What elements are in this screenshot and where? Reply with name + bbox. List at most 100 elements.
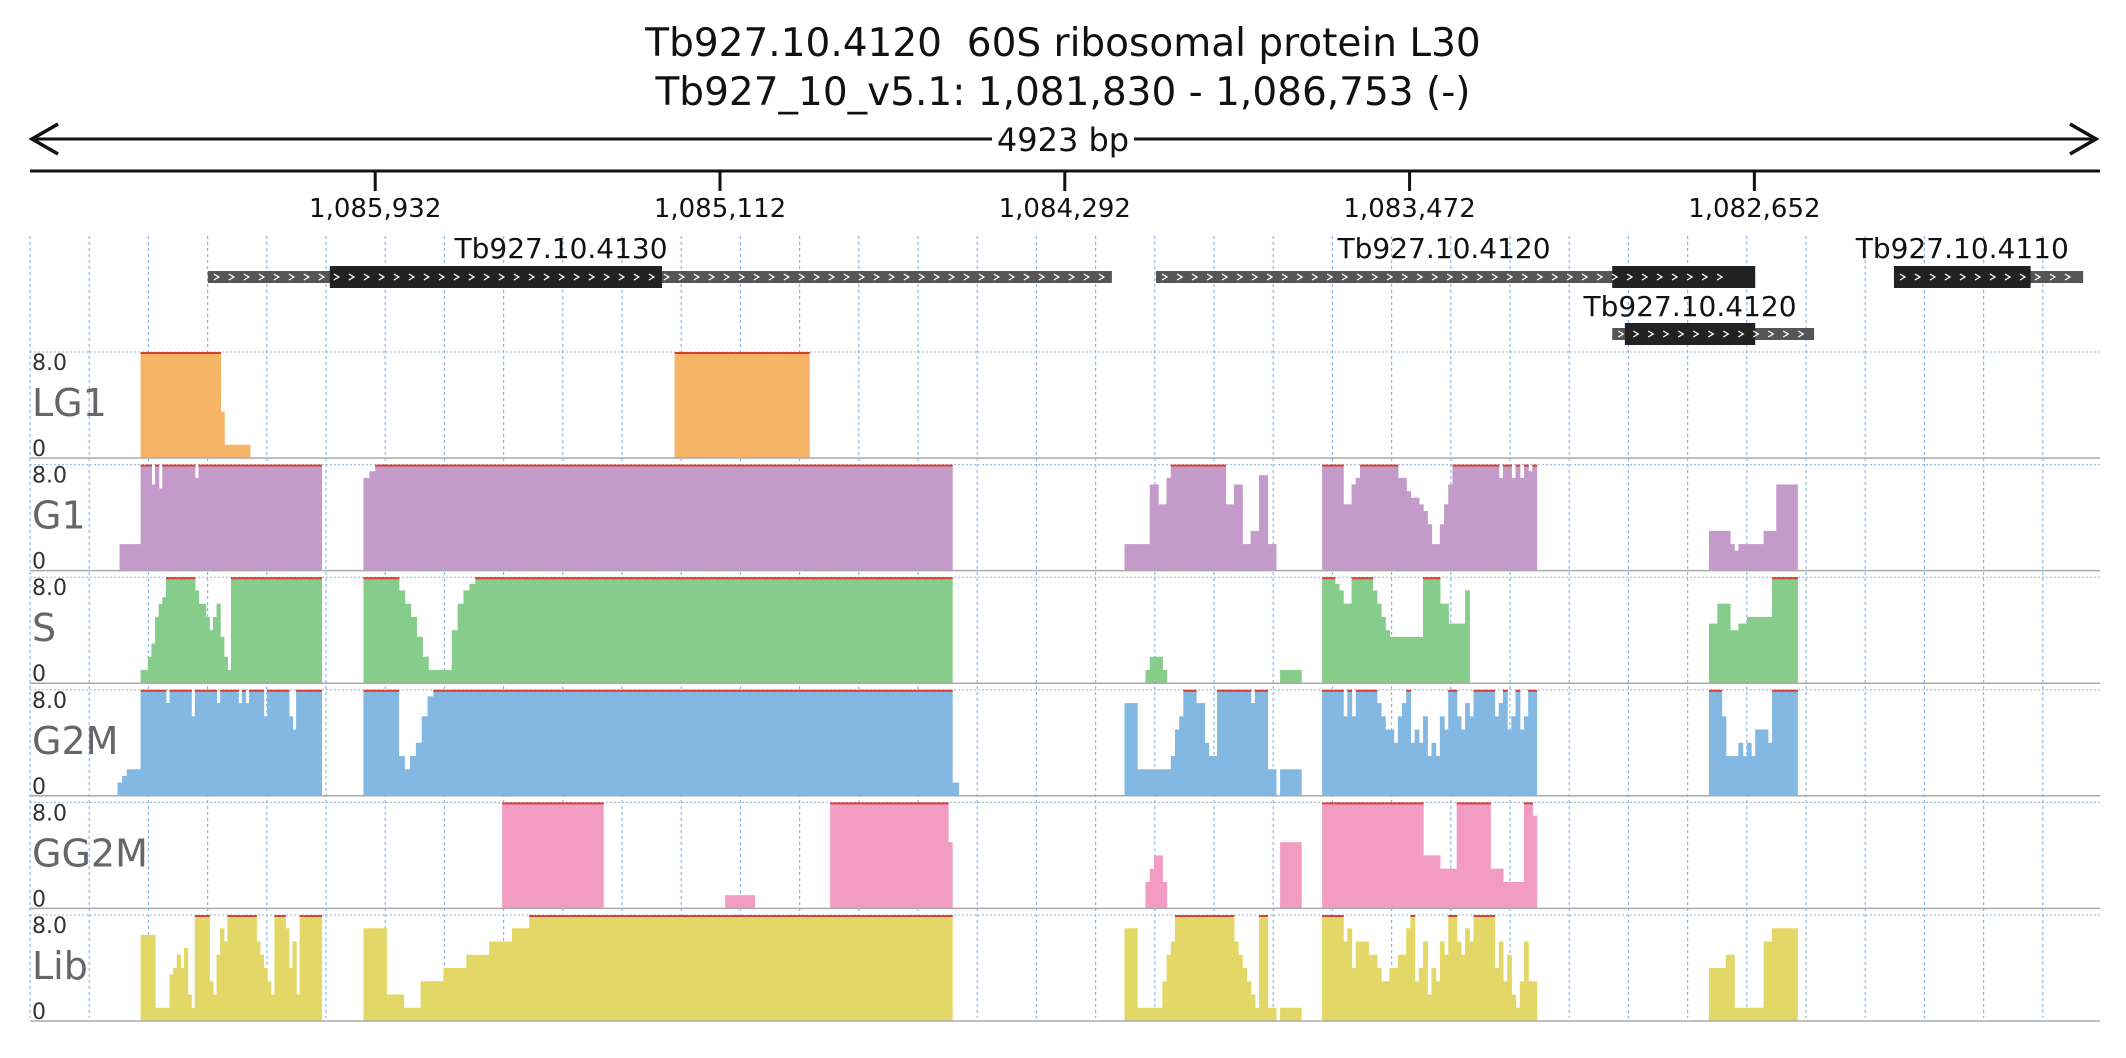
y-min-label: 0 — [32, 550, 46, 575]
coverage-bar — [1259, 689, 1264, 796]
coverage-bar — [497, 689, 504, 796]
strand-arrow — [333, 273, 341, 281]
clip-marker — [1238, 689, 1243, 692]
coverage-bar — [1385, 802, 1390, 909]
clip-marker — [569, 577, 576, 580]
clip-marker — [187, 577, 192, 580]
coverage-bar — [1162, 981, 1168, 1021]
coverage-bar — [140, 689, 145, 796]
coverage-bar — [1755, 544, 1761, 571]
coverage-bar — [1725, 530, 1731, 571]
strand-arrow — [243, 273, 251, 281]
clip-marker — [1187, 689, 1193, 692]
clip-marker — [708, 352, 716, 354]
y-min-label: 0 — [32, 1000, 46, 1025]
y-min-label: 0 — [32, 775, 46, 800]
coverage-bar — [834, 577, 841, 684]
coverage-bar — [1456, 941, 1462, 1021]
coverage-bar — [634, 464, 641, 571]
coverage-bar — [415, 742, 423, 796]
coverage-bar — [1238, 484, 1243, 571]
clip-marker — [870, 802, 876, 805]
clip-marker — [1200, 464, 1205, 467]
coverage-bar — [1402, 477, 1407, 571]
coverage-bar — [718, 689, 726, 796]
clip-marker — [594, 802, 600, 805]
coverage-bar — [456, 689, 464, 796]
coverage-bar — [797, 915, 805, 1021]
coverage-bar — [946, 915, 953, 1021]
coverage-bar — [475, 464, 482, 571]
coverage-bar — [1515, 1007, 1521, 1021]
coverage-bar — [392, 577, 400, 684]
coverage-bar — [1772, 530, 1777, 571]
coverage-bar — [200, 352, 206, 458]
strand-arrow — [1416, 273, 1424, 281]
coverage-bar — [781, 464, 788, 571]
coverage-bar — [574, 915, 582, 1021]
coverage-bar — [234, 689, 239, 796]
clip-marker — [296, 464, 301, 467]
coverage-bar — [230, 689, 236, 796]
clip-marker — [857, 464, 865, 467]
clip-marker — [1784, 577, 1790, 580]
coverage-bar — [144, 464, 149, 571]
coverage-bar — [1124, 703, 1130, 796]
coverage-bar — [1427, 756, 1433, 796]
coverage-bar — [716, 577, 724, 684]
coverage-bar — [223, 464, 228, 571]
clip-marker — [392, 577, 400, 580]
strand-arrow — [1521, 273, 1529, 281]
clip-marker — [694, 915, 702, 917]
clip-marker — [887, 464, 894, 467]
coverage-bar — [466, 954, 473, 1021]
coverage-bar — [296, 689, 301, 796]
coverage-bar — [1431, 968, 1437, 1021]
coverage-bar — [1460, 802, 1466, 909]
clip-marker — [230, 464, 236, 467]
coverage-bar — [1410, 497, 1416, 571]
coverage-bar — [1141, 1007, 1147, 1021]
clip-marker — [645, 577, 653, 580]
coverage-bar — [386, 464, 394, 571]
coverage-bar — [1179, 464, 1184, 571]
strand-arrow — [1461, 273, 1469, 281]
clip-marker — [1355, 689, 1361, 692]
coverage-bar — [866, 915, 873, 1021]
coverage-bar — [439, 689, 446, 796]
coverage-bar — [860, 915, 867, 1021]
coverage-bar — [1153, 656, 1159, 684]
clip-marker — [1174, 464, 1180, 467]
coverage-bar — [173, 464, 178, 571]
coverage-bar — [1481, 915, 1487, 1021]
clip-marker — [751, 464, 759, 467]
coverage-bar — [903, 802, 908, 909]
coverage-bar — [205, 915, 210, 1021]
clip-marker — [1343, 802, 1348, 805]
coverage-bar — [231, 444, 236, 458]
coverage-bar — [551, 577, 559, 684]
coverage-bar — [728, 352, 736, 458]
clip-marker — [604, 464, 612, 467]
track-name: GG2M — [32, 831, 148, 875]
coverage-bar — [158, 488, 163, 571]
coverage-bar — [1734, 550, 1739, 571]
clip-marker — [614, 915, 622, 917]
coverage-bar — [1355, 802, 1361, 909]
strand-arrow — [1707, 330, 1715, 338]
coverage-bar — [876, 689, 883, 796]
coverage-bar — [728, 577, 735, 684]
clip-marker — [274, 915, 279, 917]
coverage-bar — [1330, 464, 1336, 571]
clip-marker — [735, 352, 743, 354]
coverage-bar — [1444, 504, 1449, 571]
clip-marker — [439, 464, 447, 467]
strand-arrow — [1596, 273, 1604, 281]
strand-arrow — [738, 273, 746, 281]
clip-marker — [934, 577, 941, 580]
coverage-bar — [1473, 689, 1479, 796]
clip-marker — [940, 464, 947, 467]
coverage-bar — [1767, 742, 1773, 796]
clip-marker — [140, 464, 145, 467]
coverage-bar — [787, 464, 794, 571]
